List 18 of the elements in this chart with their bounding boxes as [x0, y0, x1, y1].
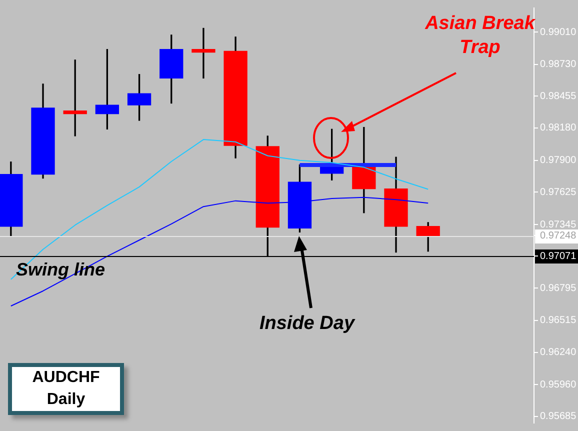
y-tick-label: 0.98455 — [540, 90, 577, 102]
y-tick-label: 0.95960 — [540, 379, 577, 390]
y-tick-label: 0.97248 — [540, 230, 577, 242]
annotation: Inside Day — [258, 312, 356, 336]
y-tick-label: 0.96795 — [540, 282, 577, 294]
y-tick-label: 0.98730 — [540, 59, 577, 70]
y-tick-label: 0.97625 — [540, 186, 577, 198]
y-tick-label: 0.97900 — [540, 155, 577, 166]
y-tick-label: 0.96515 — [540, 315, 577, 326]
y-tick-label: 0.99010 — [540, 26, 577, 38]
y-tick-label: 0.98180 — [540, 122, 577, 134]
y-tick-label: 0.97345 — [540, 219, 577, 230]
y-tick-label: 0.96240 — [540, 347, 577, 358]
text: AUDCHF Daily — [8, 363, 124, 415]
y-tick-label: 0.97071 — [540, 250, 577, 262]
candlestick — [192, 28, 216, 78]
y-tick-label: 0.95685 — [540, 411, 577, 422]
annotation: Asian Break Trap — [425, 13, 535, 58]
